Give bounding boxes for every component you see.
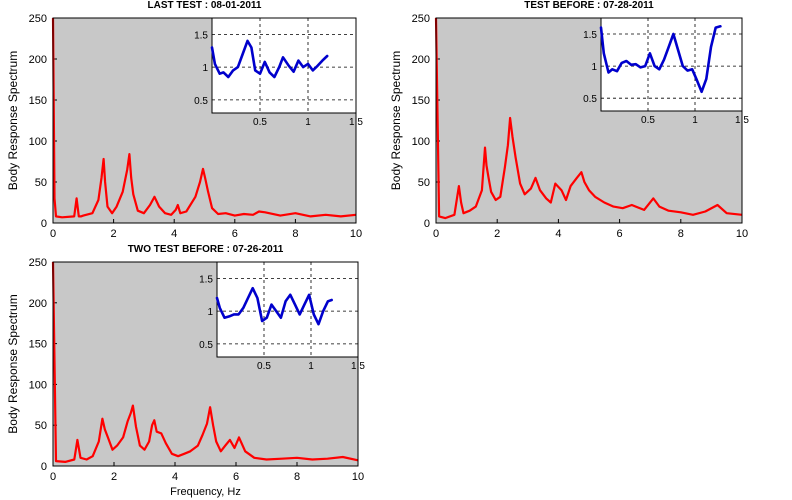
y-tick-label: 0: [424, 218, 430, 230]
inset-x-tick-label: 0.5: [641, 115, 655, 126]
chart-title: TWO TEST BEFORE : 07-26-2011: [128, 244, 284, 255]
series-line: [51, 261, 359, 463]
plot-frame: [52, 261, 359, 467]
chart-title: TEST BEFORE : 07-28-2011: [524, 0, 654, 11]
inset-y-tick-label: 1: [207, 307, 213, 318]
x-tick-label: 2: [111, 228, 117, 240]
y-tick-label: 150: [29, 95, 47, 107]
x-tick-label: 6: [617, 228, 623, 240]
plot-frame: [52, 17, 357, 224]
series-line: [51, 17, 357, 219]
plot-frame: [435, 17, 743, 224]
y-tick-label: 50: [35, 177, 47, 189]
y-tick-label: 100: [29, 379, 47, 391]
x-tick-label: 0: [433, 228, 439, 240]
y-tick-label: 200: [29, 298, 47, 310]
y-tick-label: 250: [29, 257, 47, 269]
y-tick-label: 250: [412, 13, 430, 25]
inset-x-tick-label: 1.5: [351, 361, 365, 372]
x-tick-label: 6: [233, 471, 239, 483]
inset-y-tick-label: 1.5: [199, 274, 213, 285]
x-tick-label: 10: [736, 228, 748, 240]
inset-x-tick-label: 1: [305, 117, 311, 128]
y-axis-label: Body Response Spectrum: [6, 51, 20, 190]
x-tick-label: 8: [678, 228, 684, 240]
inset-x-tick-label: 0.5: [257, 361, 271, 372]
inset-x-tick-label: 1: [692, 115, 698, 126]
y-tick-label: 150: [29, 339, 47, 351]
inset-area: [211, 17, 357, 114]
x-tick-label: 10: [350, 228, 362, 240]
y-tick-label: 50: [418, 177, 430, 189]
y-tick-label: 200: [29, 54, 47, 66]
x-axis-label: Frequency, Hz: [170, 486, 241, 498]
y-tick-label: 200: [412, 54, 430, 66]
y-tick-label: 0: [41, 218, 47, 230]
x-tick-label: 8: [292, 228, 298, 240]
inset-plot: 0.5 1 1.5 0.5 1 1.5: [199, 261, 365, 372]
inset-x-tick-label: 1.5: [735, 115, 749, 126]
inset-x-tick-label: 1.5: [349, 117, 363, 128]
inset-y-tick-label: 1: [202, 63, 208, 74]
y-axis-label: Body Response Spectrum: [6, 294, 20, 433]
y-axis-label: Body Response Spectrum: [389, 51, 403, 190]
x-tick-label: 6: [232, 228, 238, 240]
y-tick-label: 0: [41, 461, 47, 473]
x-tick-label: 8: [294, 471, 300, 483]
inset-y-tick-label: 1: [591, 62, 597, 73]
inset-series-line: [210, 39, 329, 79]
inset-series-line: [215, 286, 334, 326]
y-tick-label: 150: [412, 95, 430, 107]
inset-x-tick-label: 1: [308, 361, 314, 372]
inset-area: [216, 261, 359, 358]
x-tick-label: 10: [352, 471, 364, 483]
x-tick-label: 4: [171, 228, 177, 240]
y-tick-label: 250: [29, 13, 47, 25]
inset-y-tick-label: 0.5: [194, 96, 208, 107]
chart-3: 0 50 100 150 200 250 0 2 4 6 8 10 TWO TEST BEFORE : …: [6, 244, 365, 498]
chart-2: 0 50 100 150 200 250 0 2 4 6 8 10 TEST BEFORE : 07-2…: [389, 0, 749, 240]
inset-area: [600, 17, 743, 112]
inset-y-tick-label: 1.5: [583, 30, 597, 41]
inset-plot: 0.5 1 1.5 0.5 1 1.5: [194, 17, 363, 128]
x-tick-label: 2: [494, 228, 500, 240]
x-tick-label: 4: [555, 228, 561, 240]
inset-x-tick-label: 0.5: [253, 117, 267, 128]
inset-y-tick-label: 0.5: [583, 94, 597, 105]
y-tick-label: 100: [412, 136, 430, 148]
y-tick-label: 100: [29, 136, 47, 148]
x-tick-label: 0: [50, 471, 56, 483]
series-line: [434, 17, 743, 220]
inset-series-line: [599, 24, 722, 94]
inset-y-tick-label: 1.5: [194, 30, 208, 41]
inset-y-tick-label: 0.5: [199, 340, 213, 351]
x-tick-label: 0: [50, 228, 56, 240]
x-tick-label: 4: [172, 471, 178, 483]
x-tick-label: 2: [111, 471, 117, 483]
chart-title: LAST TEST : 08-01-2011: [148, 0, 262, 11]
inset-plot: 0.5 1 1.5 0.5 1 1.5: [583, 17, 749, 126]
y-tick-label: 50: [35, 420, 47, 432]
chart-1: 0 50 100 150 200 250 0 2 4 6 8 10 LAST TEST : 08-01-…: [6, 0, 363, 240]
